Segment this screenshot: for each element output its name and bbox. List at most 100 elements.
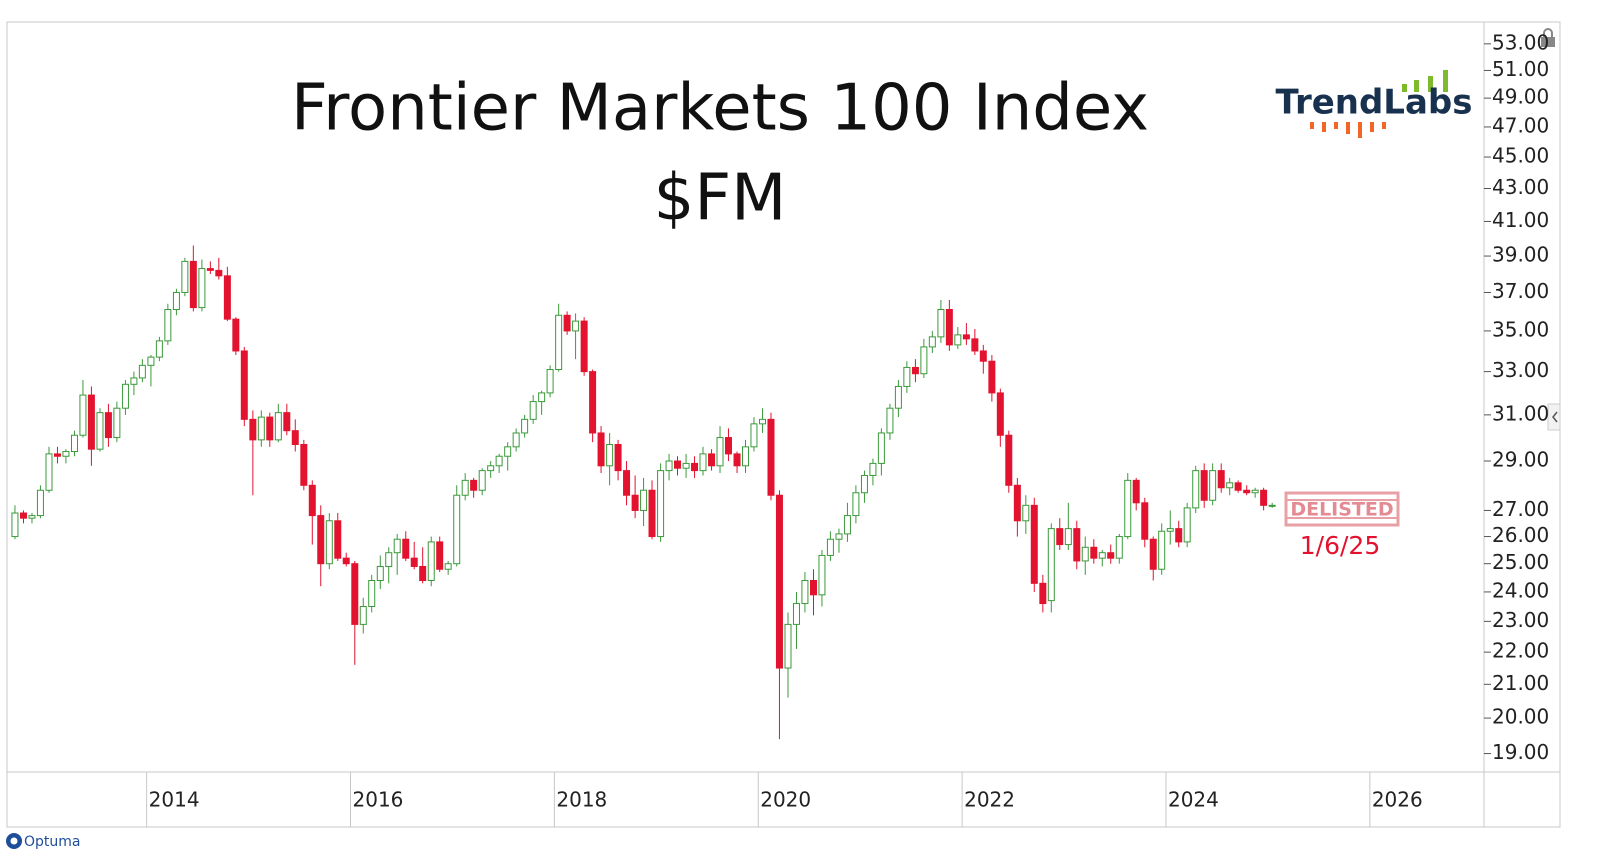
candle-body xyxy=(504,446,512,457)
y-tick-label: 41.00 xyxy=(1492,208,1549,232)
candle-body xyxy=(478,470,486,491)
y-tick-label: 22.00 xyxy=(1492,639,1549,663)
candle-body xyxy=(775,494,783,669)
candle-body xyxy=(724,437,732,455)
candle-body xyxy=(971,338,979,352)
candle-body xyxy=(962,334,970,340)
y-tick-label: 20.00 xyxy=(1492,705,1549,729)
candle-body xyxy=(20,512,28,519)
candle-body xyxy=(1030,504,1038,584)
candle-body xyxy=(1183,507,1191,543)
candle-body xyxy=(308,484,316,517)
candle-body xyxy=(988,360,996,394)
candle-body xyxy=(835,533,843,540)
candle-body xyxy=(368,579,376,607)
x-tick-label: 2018 xyxy=(556,788,607,812)
y-tick-label: 49.00 xyxy=(1492,85,1549,109)
candle-body xyxy=(826,538,834,556)
candle-body xyxy=(1081,546,1089,562)
x-tick-label: 2020 xyxy=(760,788,811,812)
logo-text: TrendLabs xyxy=(1275,83,1472,123)
candle-body xyxy=(640,489,648,511)
y-tick-label: 37.00 xyxy=(1492,279,1549,303)
candle-body xyxy=(623,470,631,496)
candle-body xyxy=(1056,528,1064,546)
annotation: 1/6/25 xyxy=(1300,531,1380,560)
candle-body xyxy=(606,444,614,467)
candle-body xyxy=(742,446,749,467)
candle-body xyxy=(164,309,172,342)
candle-body xyxy=(1098,552,1106,559)
candle-body xyxy=(784,623,792,669)
candle-body xyxy=(283,412,291,432)
candle-body xyxy=(138,364,146,379)
candle-body xyxy=(393,538,401,554)
y-tick-label: 47.00 xyxy=(1492,113,1549,137)
candle-body xyxy=(1226,482,1234,489)
candle-body xyxy=(580,320,588,373)
candle-body xyxy=(113,407,121,439)
logo-bar xyxy=(1402,84,1407,92)
y-tick-label: 19.00 xyxy=(1492,740,1549,764)
candle-body xyxy=(495,455,503,467)
y-tick-label: 45.00 xyxy=(1492,144,1549,168)
candle-body xyxy=(402,538,410,559)
lock-icon xyxy=(1541,28,1555,47)
candle-body xyxy=(249,418,257,441)
candle-body xyxy=(597,432,605,467)
candle-body xyxy=(257,416,265,441)
candle-body xyxy=(886,407,894,434)
candle-body xyxy=(1149,538,1157,570)
candle-body xyxy=(546,369,554,394)
candle-body xyxy=(860,474,868,494)
candle-body xyxy=(657,470,665,538)
candle-body xyxy=(11,512,19,538)
candle-body xyxy=(1107,552,1115,559)
candle-body xyxy=(1022,504,1030,522)
candle-body xyxy=(351,563,359,625)
candle-body xyxy=(104,412,112,439)
candle-body xyxy=(996,392,1004,436)
candle-body xyxy=(96,412,104,450)
candle-body xyxy=(1039,582,1047,605)
y-tick-label: 53.00 xyxy=(1492,30,1549,54)
chart-subtitle: $FM xyxy=(654,162,787,236)
candle-body xyxy=(911,366,919,375)
x-tick-label: 2024 xyxy=(1168,788,1219,812)
candle-body xyxy=(767,418,775,496)
candle-body xyxy=(521,418,529,434)
y-tick-label: 33.00 xyxy=(1492,358,1549,382)
candle-body xyxy=(631,494,639,511)
candle-body xyxy=(70,434,78,453)
candle-body xyxy=(419,565,427,581)
candle-body xyxy=(538,392,546,403)
y-tick-label: 35.00 xyxy=(1492,317,1549,341)
candle-body xyxy=(1251,489,1259,494)
candle-body xyxy=(894,385,902,409)
candle-body xyxy=(708,453,716,467)
candle-body xyxy=(274,412,282,441)
x-tick-label: 2014 xyxy=(149,788,200,812)
logo: TrendLabs xyxy=(1275,70,1473,138)
logo-bar xyxy=(1443,70,1448,92)
candle-body xyxy=(342,557,350,565)
candle-body xyxy=(1132,479,1140,504)
candle-body xyxy=(733,453,741,467)
candle-body xyxy=(903,366,911,387)
y-tick-label: 51.00 xyxy=(1492,57,1549,81)
x-tick-label: 2026 xyxy=(1372,788,1423,812)
candle-body xyxy=(325,520,333,565)
candle-body xyxy=(87,394,95,450)
candle-body xyxy=(36,489,44,517)
y-tick-label: 23.00 xyxy=(1492,608,1549,632)
y-tick-label: 31.00 xyxy=(1492,401,1549,425)
candle-body xyxy=(869,462,877,476)
candle-body xyxy=(843,515,851,535)
candle-body xyxy=(852,492,860,517)
footer-icon xyxy=(10,837,18,845)
candle-body xyxy=(79,394,87,436)
candle-body xyxy=(1047,528,1055,602)
candle-body xyxy=(1192,470,1200,509)
candle-body xyxy=(172,291,180,311)
